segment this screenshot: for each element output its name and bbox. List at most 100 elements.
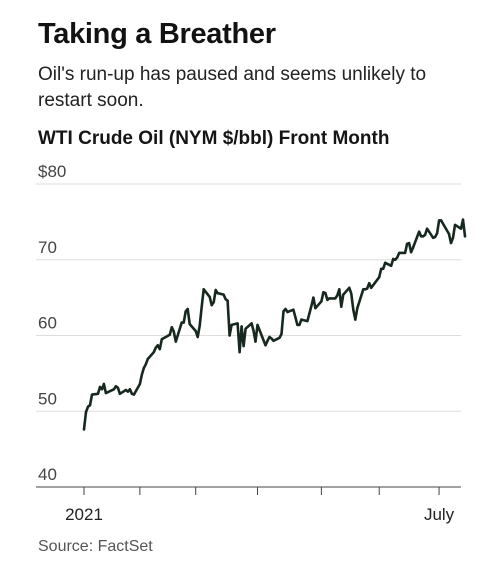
data-point-2021-05-19 <box>352 308 355 311</box>
data-point-2021-04-28 <box>310 304 313 308</box>
data-point-2021-04-06 <box>266 339 269 342</box>
data-point-2021-04-13 <box>280 332 283 336</box>
data-point-2021-03-30 <box>252 329 255 333</box>
series-layer <box>82 218 467 431</box>
data-point-2021-01-19 <box>112 388 116 391</box>
data-point-2021-07-07 <box>449 241 453 245</box>
data-point-2021-02-02 <box>140 373 143 377</box>
data-point-2021-04-16 <box>286 310 289 314</box>
data-point-2021-06-18 <box>411 246 415 249</box>
data-point-2021-02-04 <box>144 363 147 366</box>
data-point-2021-06-08 <box>392 257 395 261</box>
data-point-2021-04-27 <box>308 312 311 315</box>
data-point-2021-04-26 <box>306 319 309 323</box>
data-point-2021-04-20 <box>294 316 297 319</box>
data-point-2021-01-21 <box>116 386 120 389</box>
data-point-2021-05-26 <box>366 287 369 290</box>
data-point-2021-03-05 <box>202 288 205 291</box>
data-point-2021-01-27 <box>128 388 132 391</box>
data-point-2021-04-22 <box>298 323 301 327</box>
data-point-2021-04-07 <box>268 335 271 339</box>
grid-lines <box>36 183 461 488</box>
data-point-2021-05-04 <box>322 291 325 294</box>
data-point-2021-06-09 <box>394 258 397 261</box>
data-point-2021-05-18 <box>350 292 353 295</box>
data-point-2021-03-11 <box>214 288 217 292</box>
chart-subtitle: Oil's run-up has paused and seems unlike… <box>38 64 427 111</box>
data-point-2021-05-06 <box>326 298 329 302</box>
data-point-2021-06-23 <box>421 235 425 238</box>
data-point-2021-07-06 <box>447 232 451 236</box>
data-point-2021-04-30 <box>314 307 317 310</box>
series-points <box>82 218 467 431</box>
data-point-2021-02-23 <box>182 321 185 324</box>
axis-labels: $80 70 60 50 40 2021 July <box>38 162 455 524</box>
data-point-2021-01-07 <box>88 404 92 407</box>
data-point-2021-06-07 <box>390 264 393 267</box>
data-point-2021-05-27 <box>368 282 371 285</box>
data-point-2021-01-04 <box>82 428 86 431</box>
data-point-2021-05-12 <box>338 288 341 291</box>
data-point-2021-02-16 <box>168 333 171 336</box>
data-point-2021-03-03 <box>198 324 201 327</box>
data-point-2021-02-03 <box>142 366 145 370</box>
data-point-2021-02-01 <box>138 382 142 386</box>
data-point-2021-01-05 <box>84 410 88 414</box>
data-point-2021-03-01 <box>194 329 197 333</box>
data-point-2021-02-19 <box>174 340 177 343</box>
data-point-2021-01-12 <box>98 385 102 389</box>
data-point-2021-03-23 <box>238 351 241 354</box>
data-point-2021-04-19 <box>292 308 295 311</box>
data-point-2021-03-24 <box>240 325 243 328</box>
data-point-2021-04-08 <box>270 337 273 340</box>
data-point-2021-03-02 <box>196 335 199 339</box>
data-point-2021-03-04 <box>200 305 203 308</box>
data-point-2021-02-12 <box>160 338 163 341</box>
data-point-2021-06-22 <box>419 235 423 238</box>
y-tick-label-40: 40 <box>38 465 57 484</box>
data-point-2021-06-10 <box>396 256 399 259</box>
data-point-2021-04-05 <box>264 344 267 347</box>
data-point-2021-05-21 <box>356 307 359 310</box>
y-tick-label-80: $80 <box>38 162 66 181</box>
data-point-2021-03-18 <box>228 334 231 337</box>
data-point-2021-03-29 <box>250 322 253 325</box>
data-point-2021-07-09 <box>453 223 457 227</box>
data-point-2021-06-04 <box>384 261 387 264</box>
data-point-2021-01-25 <box>124 388 128 392</box>
data-point-2021-03-10 <box>212 301 215 304</box>
y-tick-label-60: 60 <box>38 314 57 333</box>
data-point-2021-06-11 <box>398 251 401 255</box>
x-tick-label-2021: 2021 <box>65 505 103 524</box>
data-point-2021-06-14 <box>403 251 407 255</box>
data-point-2021-01-29 <box>132 393 136 396</box>
data-point-2021-03-25 <box>242 344 245 348</box>
x-axis-ticks <box>83 487 440 495</box>
data-point-2021-06-28 <box>431 236 435 239</box>
data-point-2021-04-23 <box>300 318 303 321</box>
data-point-2021-02-11 <box>158 347 161 351</box>
data-point-2021-04-12 <box>278 336 281 339</box>
series-line-wti <box>82 218 467 431</box>
data-point-2021-06-15 <box>405 242 409 245</box>
data-point-2021-04-21 <box>296 323 299 327</box>
data-point-2021-03-16 <box>224 297 227 301</box>
data-point-2021-05-03 <box>320 300 323 303</box>
data-point-2021-03-19 <box>230 323 233 327</box>
data-point-2021-05-17 <box>348 286 351 289</box>
data-point-2021-01-15 <box>104 391 108 395</box>
data-point-2021-05-07 <box>328 297 331 300</box>
data-point-2021-05-11 <box>336 294 339 297</box>
data-point-2021-06-16 <box>407 241 411 245</box>
data-point-2021-06-01 <box>378 276 381 279</box>
data-point-2021-02-10 <box>156 344 159 347</box>
data-point-2021-02-24 <box>184 310 187 313</box>
data-point-2021-06-29 <box>433 235 437 239</box>
chart-title-headline: Taking a Breather <box>38 18 276 50</box>
data-point-2021-04-14 <box>282 310 285 313</box>
data-point-2021-06-03 <box>382 267 385 270</box>
data-point-2021-01-20 <box>114 385 118 388</box>
x-tick-label-july: July <box>424 505 455 524</box>
data-point-2021-03-09 <box>210 304 213 307</box>
data-point-2021-05-28 <box>370 286 373 289</box>
